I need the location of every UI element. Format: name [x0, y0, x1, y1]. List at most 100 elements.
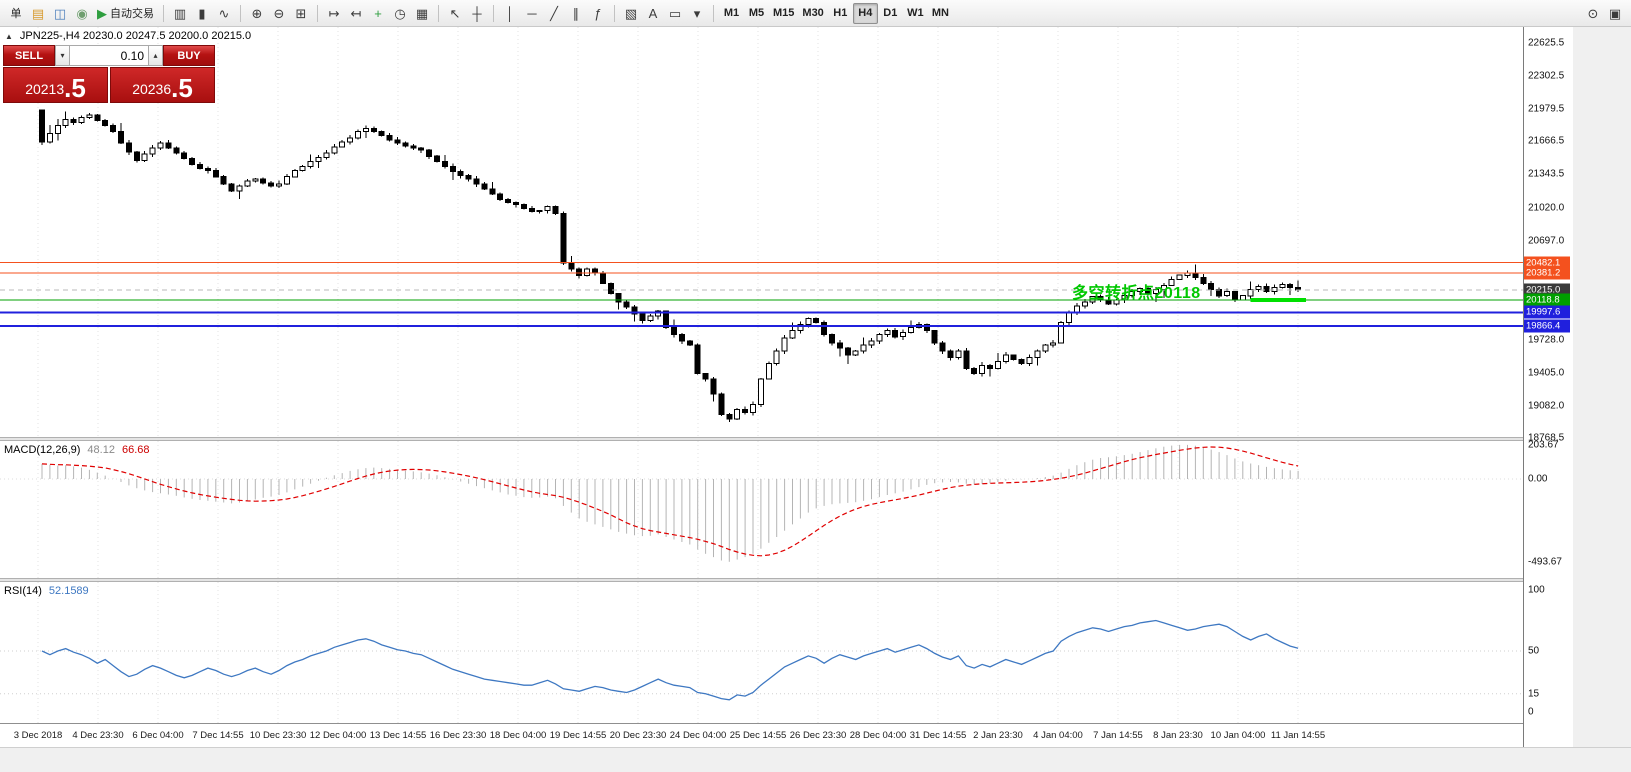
- volume-decrease-button[interactable]: ▾: [55, 45, 70, 66]
- toolbar-group: ↦ ↤ + ◷ ▦: [323, 3, 433, 24]
- panel-divider[interactable]: [0, 578, 1523, 582]
- price-axis-label: 20697.0: [1528, 235, 1565, 247]
- chart-window-icon[interactable]: ◫: [49, 3, 71, 24]
- right-gutter: [1573, 27, 1631, 747]
- time-axis-label: 4 Dec 23:30: [72, 730, 124, 741]
- crosshair-icon[interactable]: ┼: [466, 3, 488, 24]
- time-axis-label: 3 Dec 2018: [13, 730, 63, 741]
- time-axis-label: 12 Dec 04:00: [309, 730, 367, 741]
- sell-button[interactable]: SELL: [3, 45, 55, 66]
- macd-header: MACD(12,26,9) 48.12 66.68: [4, 444, 149, 456]
- equidistant-channel-icon-glyph: ∥: [572, 5, 580, 21]
- shapes-icon-glyph: ▧: [624, 5, 638, 21]
- time-axis-label: 8 Jan 23:30: [1153, 730, 1203, 741]
- time-axis-label: 28 Dec 04:00: [849, 730, 907, 741]
- sell-price-display[interactable]: 20213.5: [3, 67, 108, 103]
- one-click-collapse-icon[interactable]: ▲: [5, 31, 13, 41]
- chart-shift-icon[interactable]: ↤: [345, 3, 367, 24]
- timeframe-h4-button[interactable]: H4: [852, 2, 878, 24]
- chart-window-icon-glyph: ◫: [53, 5, 67, 21]
- price-level-tag: 19997.6: [1524, 305, 1570, 319]
- macd-chart[interactable]: [0, 441, 1523, 578]
- timeframe-m30-button[interactable]: M30: [798, 3, 827, 24]
- indicators-icon[interactable]: +: [367, 3, 389, 24]
- order-menu[interactable]: 单: [5, 3, 27, 24]
- auto-trading-button-glyph: ▶: [97, 5, 107, 21]
- candlestick-chart-icon[interactable]: ▮: [191, 3, 213, 24]
- search-icon[interactable]: ⊙: [1582, 3, 1604, 24]
- time-axis-label: 19 Dec 14:55: [549, 730, 607, 741]
- periods-icon[interactable]: ◷: [389, 3, 411, 24]
- toolbar-separator: [493, 4, 494, 22]
- text-tool-icon[interactable]: A: [642, 3, 664, 24]
- fibonacci-icon-glyph: ƒ: [594, 5, 602, 21]
- market-watch-icon-glyph: ◉: [76, 5, 88, 21]
- timeframe-m5-button[interactable]: M5: [744, 3, 769, 24]
- one-click-trading-panel: SELL ▾ ▴ BUY 20213.5 20236.5: [3, 45, 215, 103]
- timeframe-w1-button[interactable]: W1: [903, 3, 928, 24]
- panel-divider[interactable]: [0, 437, 1523, 441]
- timeframe-mn-button-label: MN: [931, 7, 949, 19]
- zoom-out-icon-glyph: ⊖: [273, 5, 285, 21]
- timeframe-m15-button[interactable]: M15: [769, 3, 798, 24]
- macd-name: MACD(12,26,9): [4, 444, 81, 456]
- horizontal-line-icon[interactable]: ─: [521, 3, 543, 24]
- rsi-chart[interactable]: [0, 582, 1523, 723]
- volume-input[interactable]: [70, 45, 148, 66]
- vertical-line-icon[interactable]: │: [499, 3, 521, 24]
- rsi-panel: RSI(14) 52.1589: [0, 582, 1523, 723]
- bar-chart-icon[interactable]: ▥: [169, 3, 191, 24]
- tile-windows-icon[interactable]: ⊞: [290, 3, 312, 24]
- price-axis-label: 19082.0: [1528, 400, 1565, 412]
- buy-button[interactable]: BUY: [163, 45, 215, 66]
- equidistant-channel-icon[interactable]: ∥: [565, 3, 587, 24]
- shapes-icon[interactable]: ▧: [620, 3, 642, 24]
- window-list-icon[interactable]: ▣: [1604, 3, 1626, 24]
- rsi-axis-label: 100: [1528, 584, 1545, 596]
- rsi-axis-label: 0: [1528, 706, 1534, 718]
- time-axis[interactable]: 3 Dec 2018 4 Dec 23:30 6 Dec 04:00 7 Dec 14…: [0, 723, 1523, 747]
- horizontal-line-icon-glyph: ─: [527, 5, 537, 21]
- auto-scroll-icon[interactable]: ↦: [323, 3, 345, 24]
- auto-trading-button[interactable]: ▶ 自动交易: [93, 3, 158, 24]
- sell-price-frac: .5: [64, 72, 86, 103]
- timeframe-m1-button[interactable]: M1: [719, 3, 744, 24]
- trendline-icon[interactable]: ╱: [543, 3, 565, 24]
- line-chart-icon[interactable]: ∿: [213, 3, 235, 24]
- price-axis[interactable]: 22625.5 22302.5 21979.5 21666.5 21343.5 21020…: [1523, 27, 1573, 747]
- time-axis-label: 11 Jan 14:55: [1270, 730, 1326, 741]
- bar-chart-icon-glyph: ▥: [173, 5, 187, 21]
- zoom-out-icon[interactable]: ⊖: [268, 3, 290, 24]
- price-axis-label: 19728.0: [1528, 334, 1565, 346]
- timeframe-mn-button[interactable]: MN: [928, 3, 953, 24]
- zoom-in-icon[interactable]: ⊕: [246, 3, 268, 24]
- new-order-icon[interactable]: ▤: [27, 3, 49, 24]
- cursor-icon[interactable]: ↖: [444, 3, 466, 24]
- time-axis-label: 7 Jan 14:55: [1093, 730, 1143, 741]
- price-chart[interactable]: [0, 27, 1523, 437]
- toolbar-group: │ ─ ╱ ∥ ƒ: [499, 3, 609, 24]
- time-axis-label: 20 Dec 23:30: [609, 730, 667, 741]
- arrow-tools-icon[interactable]: ▭: [664, 3, 686, 24]
- market-watch-icon[interactable]: ◉: [71, 3, 93, 24]
- price-level-tag: 20118.8: [1524, 293, 1570, 307]
- templates-icon[interactable]: ▦: [411, 3, 433, 24]
- zoom-in-icon-glyph: ⊕: [251, 5, 263, 21]
- order-menu-label: 单: [10, 8, 22, 20]
- price-axis-label: 21666.5: [1528, 135, 1565, 147]
- macd-value-signal: 66.68: [121, 444, 150, 456]
- objects-dropdown-icon[interactable]: ▾: [686, 3, 708, 24]
- timeframe-h1-button[interactable]: H1: [828, 3, 853, 24]
- toolbar-group: ⊙ ▣: [1582, 3, 1626, 24]
- buy-price-display[interactable]: 20236.5: [110, 67, 215, 103]
- time-axis-label: 26 Dec 23:30: [789, 730, 847, 741]
- auto-scroll-icon-glyph: ↦: [328, 5, 340, 21]
- text-tool-icon-glyph: A: [648, 5, 658, 21]
- fibonacci-icon[interactable]: ƒ: [587, 3, 609, 24]
- volume-increase-button[interactable]: ▴: [148, 45, 163, 66]
- price-axis-label: 21020.0: [1528, 202, 1565, 213]
- turning-point-annotation[interactable]: 多空转折点20118: [1072, 285, 1201, 302]
- timeframe-d1-button[interactable]: D1: [878, 3, 903, 24]
- toolbar-separator: [614, 4, 615, 22]
- price-level-tag: 19866.4: [1524, 319, 1570, 333]
